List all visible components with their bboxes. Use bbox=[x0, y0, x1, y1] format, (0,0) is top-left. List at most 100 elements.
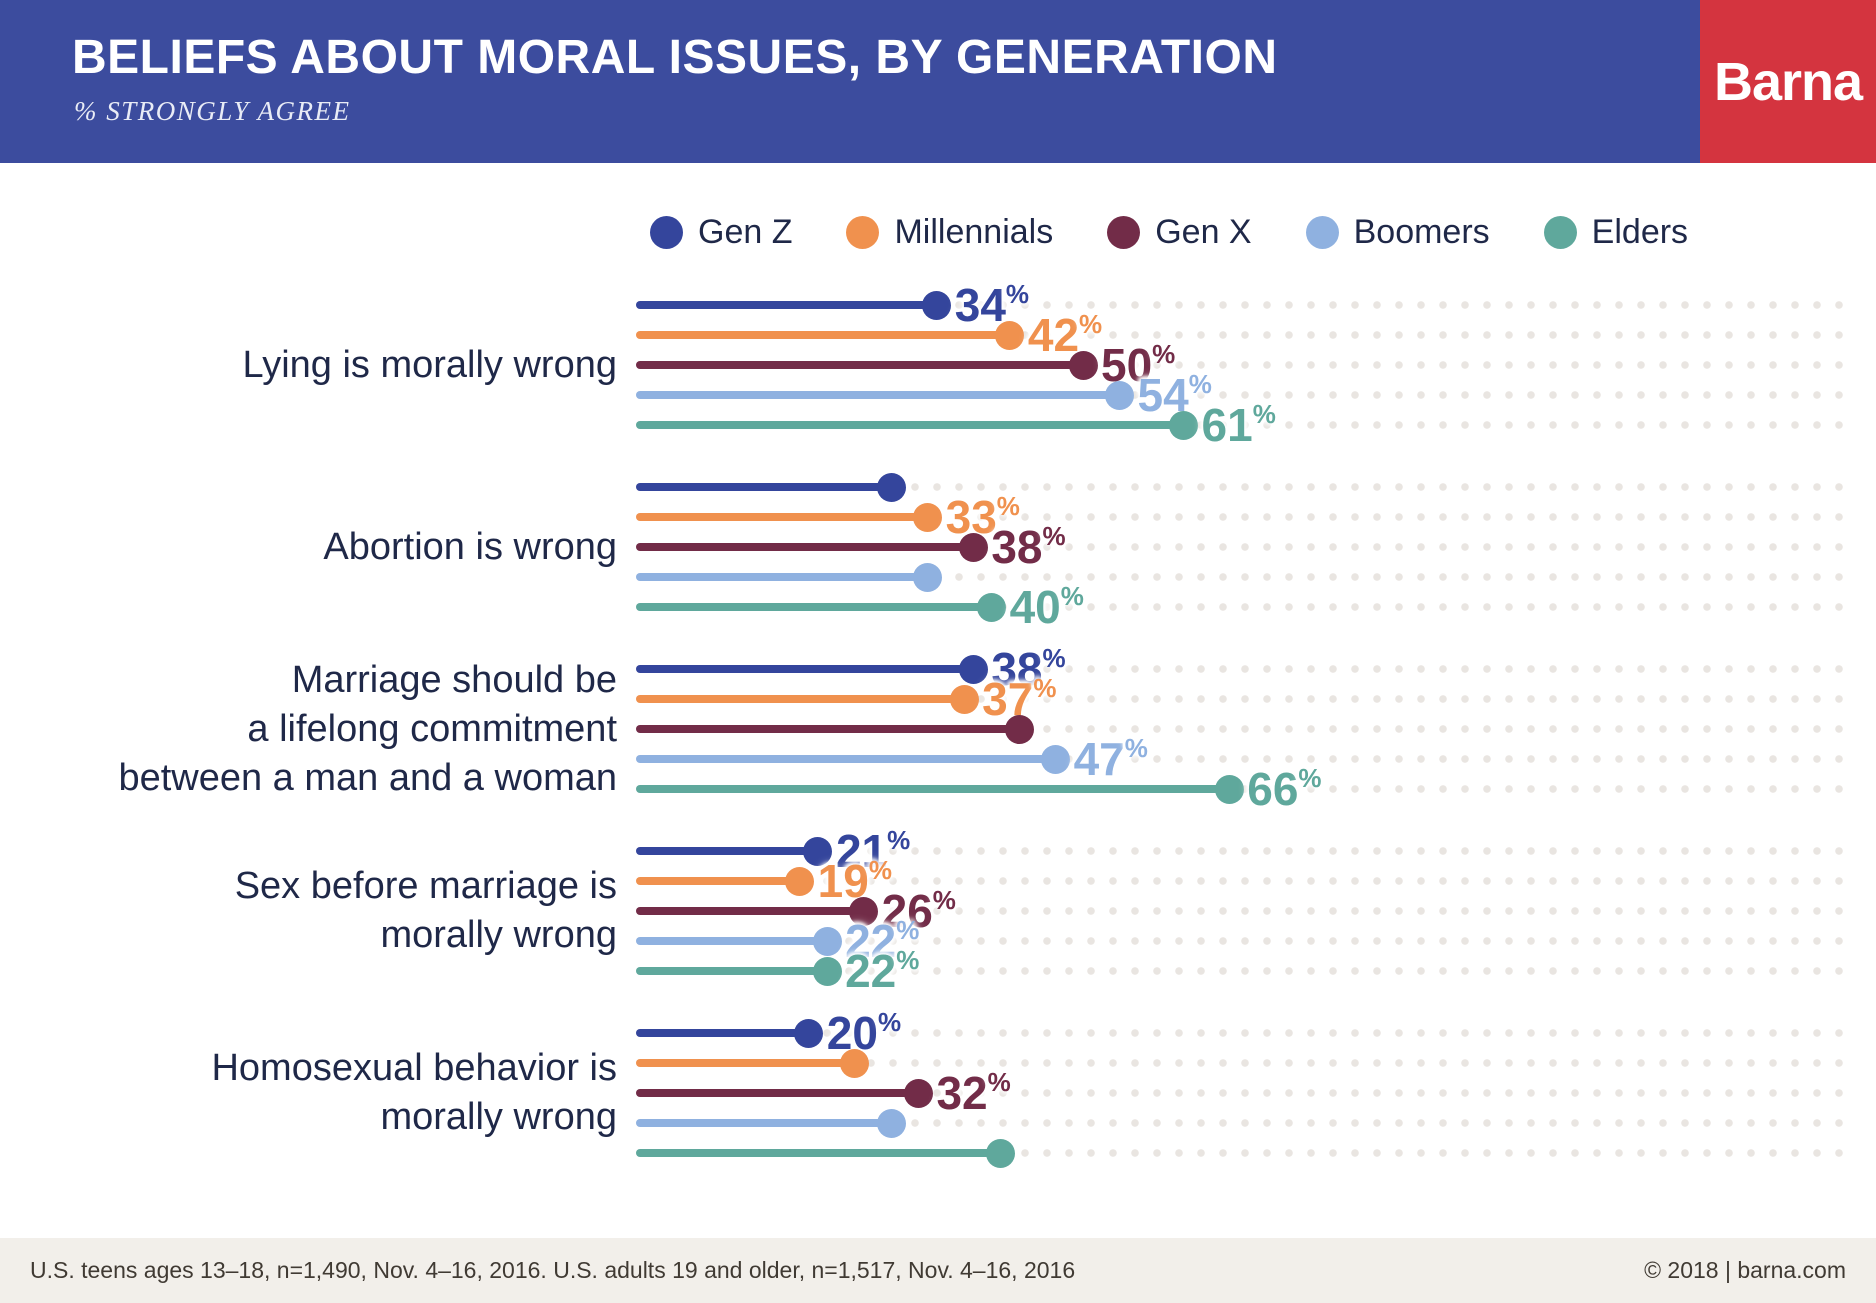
percent-sign: % bbox=[1152, 339, 1176, 369]
value-number: 40 bbox=[1009, 581, 1061, 633]
header-banner: BELIEFS ABOUT MORAL ISSUES, BY GENERATIO… bbox=[0, 0, 1876, 163]
value-label: 21% bbox=[836, 826, 910, 876]
copyright-note: © 2018 | barna.com bbox=[1644, 1257, 1846, 1283]
percent-sign: % bbox=[1124, 733, 1148, 763]
source-note: U.S. teens ages 13–18, n=1,490, Nov. 4–1… bbox=[30, 1257, 1076, 1283]
value-bar bbox=[636, 847, 818, 855]
value-dot bbox=[794, 1018, 824, 1048]
value-bar bbox=[636, 877, 800, 885]
value-dot bbox=[1004, 714, 1034, 744]
value-bar bbox=[636, 603, 992, 611]
value-dot bbox=[803, 836, 833, 866]
barna-logo-text: Barna bbox=[1713, 51, 1863, 112]
footer-bar: U.S. teens ages 13–18, n=1,490, Nov. 4–1… bbox=[0, 1238, 1876, 1303]
category-label-line: a lifelong commitment bbox=[247, 707, 617, 750]
value-dot bbox=[849, 896, 879, 926]
lollipop-row-gen-z: 38% bbox=[636, 644, 1856, 694]
value-bar bbox=[636, 967, 828, 975]
legend-label: Millennials bbox=[894, 212, 1054, 251]
value-bar bbox=[636, 937, 828, 945]
value-bar bbox=[636, 391, 1120, 399]
legend-item-elders: Elders bbox=[1543, 213, 1688, 252]
percent-sign: % bbox=[996, 491, 1020, 521]
value-number: 61 bbox=[1201, 399, 1253, 451]
percent-sign: % bbox=[877, 1007, 902, 1037]
value-bar bbox=[636, 483, 892, 491]
percent-sign: % bbox=[1252, 399, 1276, 429]
percent-sign: % bbox=[987, 1067, 1011, 1097]
category-label: Sex before marriage is morally wrong bbox=[0, 862, 617, 960]
value-dot bbox=[1214, 774, 1244, 804]
value-bar bbox=[636, 361, 1083, 369]
value-dot bbox=[913, 502, 943, 532]
value-bar bbox=[636, 573, 928, 581]
dot-grid-background bbox=[640, 836, 1856, 866]
percent-sign: % bbox=[932, 885, 956, 915]
lollipop-row-elders: 40% bbox=[636, 582, 1856, 632]
value-dot bbox=[840, 1048, 869, 1078]
value-dot bbox=[958, 532, 988, 562]
lollipop-row-elders: 61% bbox=[636, 400, 1856, 450]
value-dot bbox=[922, 290, 952, 320]
value-dot bbox=[995, 320, 1025, 350]
value-bar bbox=[636, 1119, 892, 1127]
lollipop-row-gen-z: 34% bbox=[636, 280, 1856, 330]
page-subtitle: % STRONGLY AGREE bbox=[74, 96, 351, 126]
value-bar bbox=[636, 725, 1020, 733]
category-label-line: Homosexual behavior is bbox=[211, 1047, 617, 1089]
value-bar bbox=[636, 695, 965, 703]
legend-dot-icon bbox=[1543, 215, 1577, 249]
barna-logo: Barna bbox=[1700, 0, 1876, 163]
lollipop-row-millennials bbox=[636, 1048, 1856, 1078]
lollipop-row-elders bbox=[636, 1138, 1856, 1168]
value-label: 22% bbox=[845, 946, 919, 996]
category-label-line: morally wrong bbox=[380, 914, 617, 956]
value-dot bbox=[876, 1108, 906, 1138]
lollipop-row-boomers: 47% bbox=[636, 734, 1856, 784]
lollipop-row-gen-z: 21% bbox=[636, 826, 1856, 876]
legend-label: Boomers bbox=[1353, 212, 1490, 251]
category-label-line: Lying is morally wrong bbox=[242, 343, 617, 386]
value-dot bbox=[903, 1078, 933, 1108]
percent-sign: % bbox=[1060, 581, 1084, 611]
percent-sign: % bbox=[1042, 521, 1066, 551]
category-label-line: Sex before marriage is bbox=[234, 865, 617, 907]
category-label: Marriage should be a lifelong commitment b… bbox=[0, 656, 617, 803]
category-label-line: Abortion is wrong bbox=[323, 525, 617, 568]
value-dot bbox=[1068, 350, 1098, 380]
percent-sign: % bbox=[1298, 763, 1322, 793]
percent-sign: % bbox=[896, 945, 920, 975]
value-dot bbox=[812, 956, 842, 986]
value-bar bbox=[636, 1059, 855, 1067]
lollipop-row-elders: 66% bbox=[636, 764, 1856, 814]
category-label: Abortion is wrong bbox=[0, 523, 617, 572]
value-dot bbox=[958, 654, 988, 684]
lollipop-row-gen-z bbox=[636, 472, 1856, 502]
value-dot bbox=[977, 592, 1007, 622]
category-label-line: morally wrong bbox=[380, 1096, 617, 1138]
legend-dot-icon bbox=[1107, 215, 1141, 249]
value-bar bbox=[636, 1089, 919, 1097]
value-bar bbox=[636, 1029, 809, 1037]
category-label: Lying is morally wrong bbox=[0, 341, 617, 390]
legend-label: Gen Z bbox=[698, 212, 793, 251]
legend-dot-icon bbox=[650, 215, 683, 249]
dot-grid-background bbox=[640, 866, 1856, 896]
value-dot bbox=[785, 866, 815, 896]
value-dot bbox=[949, 684, 979, 714]
dot-grid-background bbox=[640, 956, 1856, 986]
legend-item-boomers: Boomers bbox=[1305, 212, 1490, 252]
value-bar bbox=[636, 513, 928, 521]
percent-sign: % bbox=[887, 825, 911, 855]
value-bar bbox=[636, 1149, 1001, 1157]
legend-item-gen-z: Gen Z bbox=[650, 213, 792, 252]
lollipop-row-boomers bbox=[636, 562, 1856, 592]
lollipop-row-gen-x: 32% bbox=[636, 1068, 1856, 1118]
category-label-line: between a man and a woman bbox=[118, 756, 617, 799]
value-bar bbox=[636, 421, 1184, 429]
value-dot bbox=[1041, 744, 1071, 774]
category-label: Homosexual behavior is morally wrong bbox=[0, 1044, 617, 1142]
value-bar bbox=[636, 755, 1056, 763]
value-dot bbox=[876, 472, 906, 502]
lollipop-chart: Lying is morally wrong 34% 42% 50% 54% 61% Abo… bbox=[0, 280, 1856, 1168]
